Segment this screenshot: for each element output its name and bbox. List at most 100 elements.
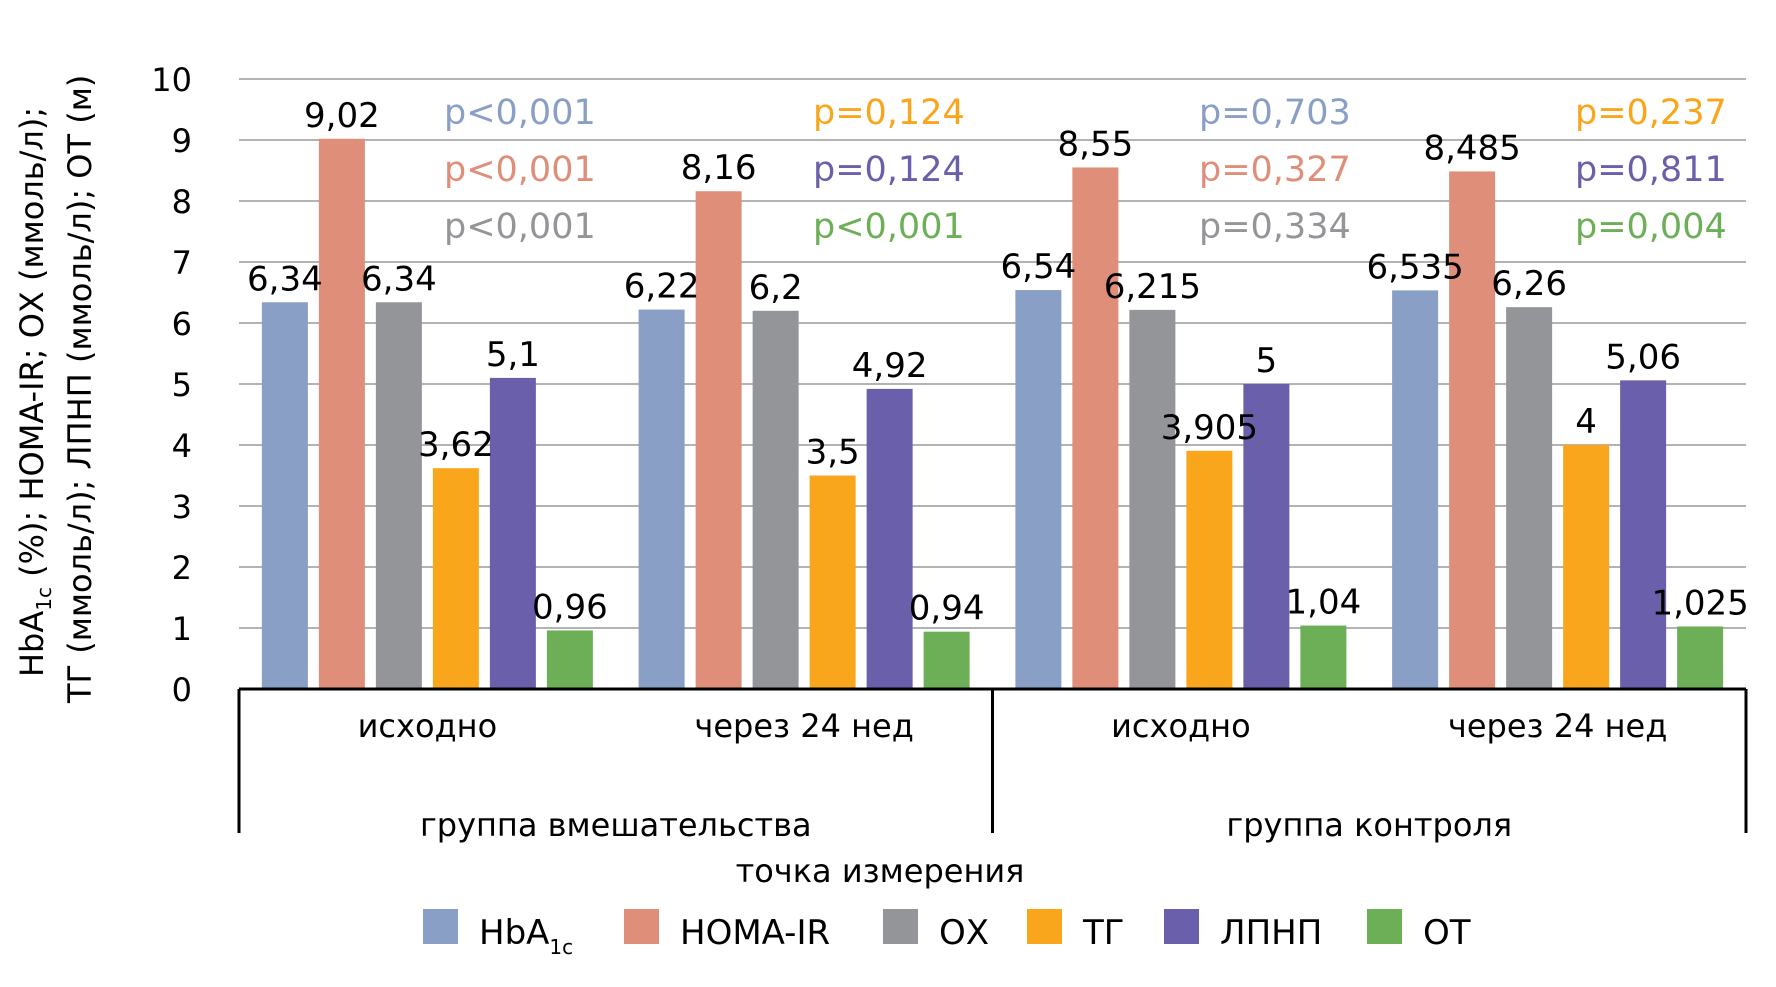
legend-label: ОТ [1423,913,1471,953]
bar-value-label: 6,34 [361,259,437,299]
y-axis-label-line1: HbA1c (%); HOMA-IR; ОХ (ммоль/л); [13,107,56,677]
x-category-label: исходно [358,707,498,745]
x-category-label: через 24 нед [694,707,913,745]
y-tick-label: 0 [172,671,192,709]
bar-value-label: 3,5 [806,433,860,473]
bar-value-label: 6,215 [1104,267,1201,307]
y-tick-label: 3 [172,488,192,526]
bar [638,309,685,689]
bar [489,377,536,689]
bar-value-label: 0,96 [532,587,608,627]
legend-label: ЛПНП [1220,913,1322,953]
y-tick-label: 1 [172,610,192,648]
bar [1392,290,1439,689]
p-value-label: p=0,327 [1199,150,1351,190]
bar [923,631,970,689]
bar [432,468,479,689]
bar-value-label: 4,92 [852,346,928,386]
bar-value-label: 0,94 [909,589,985,629]
bar-value-label: 8,55 [1058,124,1134,164]
bar-value-label: 9,02 [304,96,380,136]
y-tick-label: 4 [172,427,192,465]
p-value-label: p=0,124 [813,93,965,133]
legend-label: HOMA-IR [680,913,830,953]
bar [375,302,422,689]
y-axis-ticks: 0 1 2 3 4 5 6 7 8 9 10 [151,61,192,709]
bar [1677,626,1724,689]
bar-value-label: 6,2 [749,268,803,308]
bar [546,630,593,689]
bar [1072,167,1119,689]
bar-value-label: 3,62 [418,425,494,465]
p-value-label: p=0,237 [1575,93,1727,133]
bar [1300,625,1347,689]
y-axis-label-line2: ТГ (ммоль/л); ЛПНП (ммоль/л); ОТ (м) [61,75,99,704]
x-category-label: исходно [1111,707,1251,745]
bar-value-labels: 6,34 9,02 6,34 3,62 5,1 0,96 6,22 8,16 6,2 3,5 4,9… [247,96,1749,629]
bar-value-label: 6,535 [1366,247,1463,287]
bar-value-label: 6,34 [247,259,323,299]
bar-value-label: 8,485 [1423,128,1520,168]
bar-value-label: 6,22 [624,267,700,307]
bar [1563,445,1610,689]
y-tick-label: 5 [172,366,192,404]
bar [261,302,308,689]
bar [809,475,856,689]
x-category-label: через 24 нед [1448,707,1667,745]
legend-label: HbA1c [479,913,573,959]
y-tick-label: 9 [172,122,192,160]
p-value-label: p<0,001 [444,150,596,190]
legend-label: ТГ [1082,913,1125,953]
bar [1186,450,1233,689]
bar [1506,307,1553,689]
p-value-label: p<0,001 [813,207,965,247]
y-tick-label: 8 [172,183,192,221]
x-group-label: группа контроля [1226,806,1512,844]
bar [318,138,365,689]
x-group-label: группа вмешательства [420,806,812,844]
bar-value-label: 4 [1575,402,1597,442]
p-value-label: p=0,124 [813,150,965,190]
bar [1620,380,1667,689]
x-axis-title: точка измерения [736,852,1025,890]
bar [695,191,742,690]
bar-value-label: 8,16 [681,148,757,188]
bar-value-label: 6,54 [1001,247,1077,287]
y-tick-label: 7 [172,244,192,282]
p-value-label: p<0,001 [444,93,596,133]
bar [1129,309,1176,689]
y-tick-label: 2 [172,549,192,587]
bar-value-label: 5 [1256,341,1278,381]
p-value-label: p=0,334 [1199,207,1351,247]
bar-value-label: 6,26 [1491,264,1567,304]
p-value-annotations: p<0,001 p<0,001 p<0,001 p=0,124 p=0,124 p<0,0… [444,93,1727,247]
legend-swatch [1367,909,1402,944]
bar [866,388,913,689]
p-value-label: p<0,001 [444,207,596,247]
y-tick-label: 10 [151,61,192,99]
bar [1449,171,1496,690]
legend-swatch [624,909,659,944]
p-value-label: p=0,811 [1575,150,1727,190]
legend-swatch [1164,909,1199,944]
bar-value-label: 3,905 [1161,408,1258,448]
bar [1015,290,1062,689]
legend-swatch [1027,909,1062,944]
bars [261,138,1724,690]
legend-swatch [423,909,458,944]
y-axis-label: HbA1c (%); HOMA-IR; ОХ (ммоль/л); ТГ (мм… [13,75,99,704]
bar-value-label: 5,06 [1605,337,1681,377]
bar [752,310,799,689]
bar [1243,384,1290,689]
legend-swatch [883,909,918,944]
bar-value-label: 1,04 [1286,583,1362,623]
p-value-label: p=0,703 [1199,93,1351,133]
x-axis: исходно через 24 нед исходно через 24 нед гр… [237,687,1748,844]
legend-label: ОХ [939,913,989,953]
bar-value-label: 1,025 [1651,583,1748,623]
legend: HbA1c HOMA-IR ОХ ТГ ЛПНП ОТ [423,909,1471,959]
bar-value-label: 5,1 [486,335,540,375]
p-value-label: p=0,004 [1575,207,1727,247]
y-tick-label: 6 [172,305,192,343]
